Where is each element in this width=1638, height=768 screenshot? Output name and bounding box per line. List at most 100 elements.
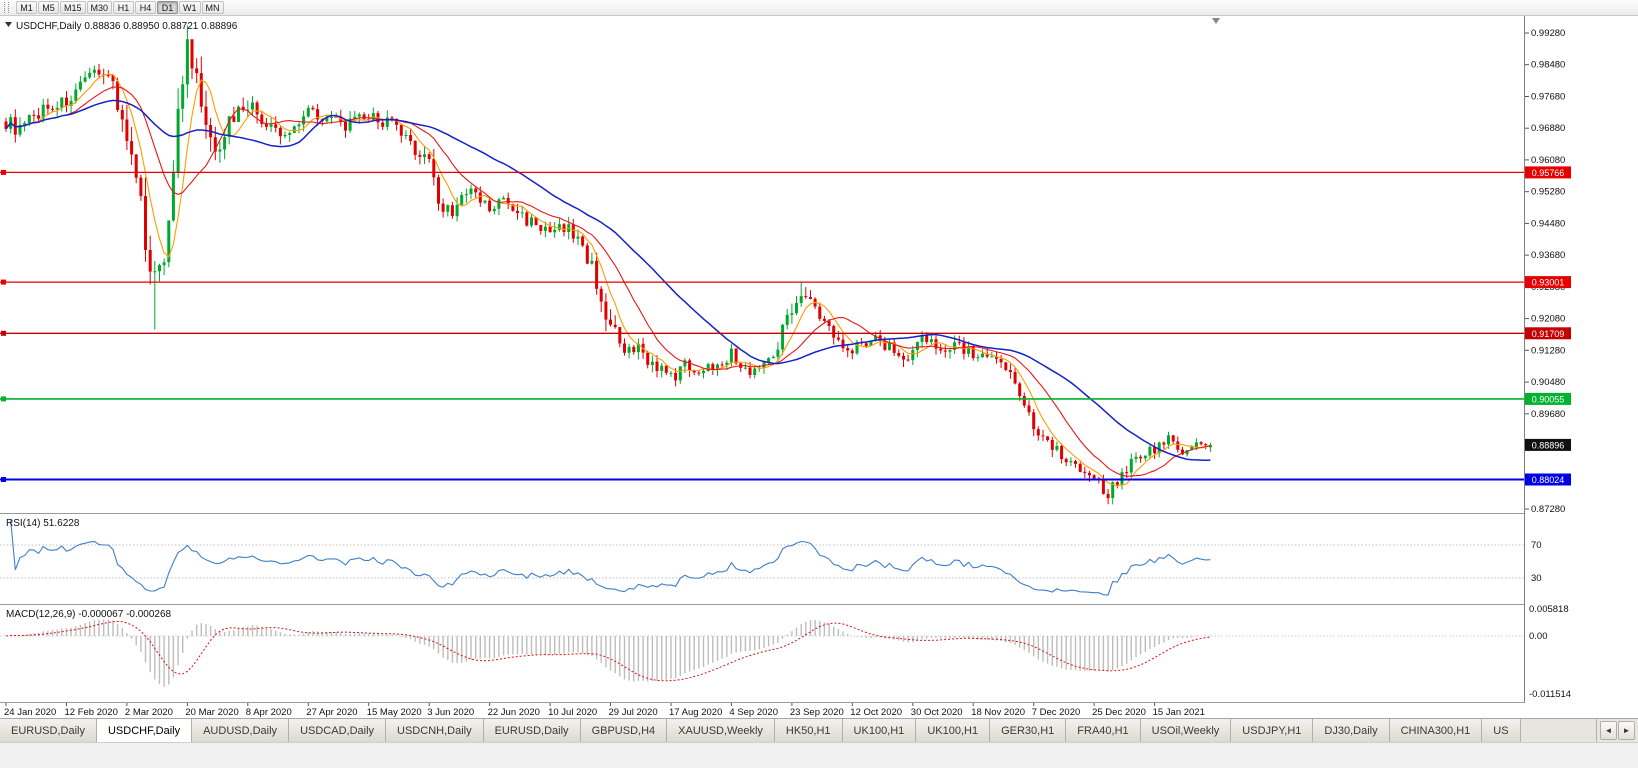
rsi-title: RSI(14) 51.6228 [6,518,80,529]
candle-body [46,104,50,109]
macd-title: MACD(12,26,9) -0.000067 -0.000268 [6,609,172,620]
candle-body [1115,482,1119,485]
candle-body [181,84,185,109]
timeframe-button-h1[interactable]: H1 [113,1,135,14]
tab-xauusd-weekly[interactable]: XAUUSD,Weekly [667,719,775,742]
time-axis-label: 22 Jun 2020 [488,707,540,718]
time-axis-label: 3 Jun 2020 [427,707,474,718]
tab-usdcnh-daily[interactable]: USDCNH,Daily [386,719,484,742]
tab-usoil-weekly[interactable]: USOil,Weekly [1140,719,1232,742]
time-axis-label: 15 Jan 2021 [1153,707,1205,718]
candle-body [948,349,952,352]
candle-body [660,365,664,371]
candle-body [1181,449,1184,455]
candle-body [636,343,640,353]
candle-body [255,102,259,115]
timeframe-button-d1[interactable]: D1 [157,1,179,14]
level-price-badge [1525,392,1571,405]
timeframe-button-h4[interactable]: H4 [135,1,157,14]
candle-body [688,360,692,371]
timeframe-button-m30[interactable]: M30 [86,1,113,14]
candle-body [1046,436,1050,440]
candle-body [395,118,399,125]
chart-title: USDCHF,Daily 0.88836 0.88950 0.88721 0.8… [16,21,238,32]
candle-body [716,364,719,369]
candle-body [1185,450,1189,455]
tab-uk100-h1[interactable]: UK100,H1 [842,719,917,742]
timeframes-toolbar: M1 M5 M15 M30 H1 H4 D1 W1 MN [0,0,1638,16]
level-handle[interactable] [1,396,6,402]
candle-body [32,114,36,116]
right-arrow-icon: ► [1622,726,1631,735]
candle-body [585,245,589,264]
candle-body [227,116,231,137]
candle-body [995,356,998,359]
candle-body [943,350,947,352]
candle-body [97,69,101,75]
tab-usdjpy-h1[interactable]: USDJPY,H1 [1231,719,1314,742]
timeframe-button-m15[interactable]: M15 [60,1,86,14]
timeframe-button-m1[interactable]: M1 [16,1,37,14]
tab-hk50-h1[interactable]: HK50,H1 [774,719,843,742]
candle-body [878,335,882,341]
chart-shift-marker-icon[interactable] [1212,18,1220,24]
tab-ger30-h1[interactable]: GER30,H1 [990,719,1067,742]
timeframe-button-m5[interactable]: M5 [38,1,59,14]
candle-body [348,118,352,131]
candle-body [627,346,631,353]
candle-body [483,200,487,203]
candle-body [981,353,984,358]
rsi-level-label: 70 [1531,540,1542,551]
tab-china300-h1[interactable]: CHINA300,H1 [1389,719,1483,742]
candle-body [1050,440,1054,450]
toolbar-grip[interactable] [4,2,9,13]
candle-body [1176,441,1180,450]
candle-body [218,149,222,152]
candle-body [846,348,850,351]
candle-body [650,361,654,365]
tabs-scroll-left-button[interactable]: ◄ [1600,721,1617,740]
candle-body [409,135,413,141]
rsi-level-label: 30 [1531,573,1542,584]
tab-gbpusd-h4[interactable]: GBPUSD,H4 [580,719,668,742]
candle-body [892,342,896,353]
level-handle[interactable] [1,330,6,336]
candle-body [311,107,315,110]
candle-body [790,313,794,315]
tab-usdchf-daily[interactable]: USDCHF,Daily [96,719,193,742]
tab-dj30-daily[interactable]: DJ30,Daily [1313,719,1390,742]
tab-eurusd-daily[interactable]: EURUSD,Daily [483,719,581,742]
ma-line-34 [5,99,1211,462]
timeframe-button-mn[interactable]: MN [201,1,224,14]
time-axis-label: 4 Sep 2020 [729,707,778,718]
level-handle[interactable] [1,477,6,482]
tab-us[interactable]: US [1482,719,1521,742]
price-axis-label: 0.95280 [1531,187,1565,198]
tab-fra40-h1[interactable]: FRA40,H1 [1066,719,1141,742]
tabs-scroll-right-button[interactable]: ► [1618,721,1635,740]
tab-usdcad-daily[interactable]: USDCAD,Daily [289,719,387,742]
candle-body [618,327,622,344]
level-handle[interactable] [1,169,6,175]
candle-body [153,271,157,273]
candle-body [1041,435,1045,437]
macd-signal-line [5,620,1211,682]
level-handle[interactable] [1,279,6,285]
tab-eurusd-daily[interactable]: EURUSD,Daily [0,719,97,742]
time-axis-label: 8 Apr 2020 [246,707,292,718]
tab-uk100-h1[interactable]: UK100,H1 [916,719,991,742]
candle-body [246,109,250,111]
candle-body [743,367,747,369]
status-bar [0,742,1638,768]
timeframe-button-w1[interactable]: W1 [179,1,201,14]
price-axis-background[interactable] [1525,16,1638,718]
ma-line-14 [5,86,1211,477]
chart-canvas[interactable]: 0.99280 0.98480 0.97680 0.96880 0.96080 0.952… [0,16,1638,718]
chart-title-dropdown-icon [5,22,12,27]
time-axis-label: 30 Oct 2020 [911,707,963,718]
candle-body [65,97,68,106]
tab-audusd-daily[interactable]: AUDUSD,Daily [192,719,290,742]
candle-body [836,337,840,340]
price-axis-label: 0.96880 [1531,123,1565,134]
